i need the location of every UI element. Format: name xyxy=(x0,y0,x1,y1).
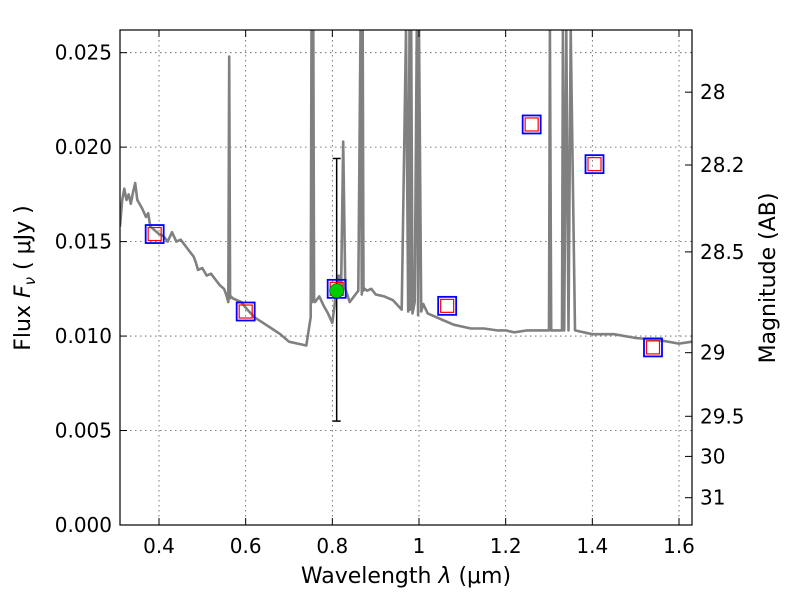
y2-tick-label: 28.2 xyxy=(700,153,745,177)
y2-tick-label: 28 xyxy=(700,80,725,104)
y-tick-label: 0.025 xyxy=(55,41,112,65)
y-tick-label: 0.005 xyxy=(55,419,112,443)
x-axis-label: Wavelength λ (μm) xyxy=(301,564,511,589)
y-axis-label: Flux Fν ( μJy ) xyxy=(11,205,39,350)
x-tick-label: 0.8 xyxy=(316,534,348,558)
x-tick-label: 1.6 xyxy=(663,534,695,558)
y-tick-label: 0.010 xyxy=(55,324,112,348)
x-tick-label: 1.2 xyxy=(490,534,522,558)
selected-band-point xyxy=(329,283,345,299)
x-tick-label: 0.6 xyxy=(230,534,262,558)
x-tick-label: 0.4 xyxy=(143,534,175,558)
y-tick-label: 0.020 xyxy=(55,135,112,159)
model-photometry-marker xyxy=(524,117,539,132)
model-photometry-marker xyxy=(238,304,253,319)
observed-photometry-marker xyxy=(521,114,542,135)
y2-tick-label: 31 xyxy=(700,486,725,510)
marker-layer xyxy=(144,114,663,422)
observed-photometry-marker xyxy=(437,295,458,316)
y-tick-label: 0.015 xyxy=(55,230,112,254)
y2-axis-label: Magnitude (AB) xyxy=(756,193,781,364)
x-tick-label: 1.4 xyxy=(576,534,608,558)
model-photometry-marker xyxy=(147,226,162,242)
model-photometry-marker xyxy=(440,298,455,313)
plot-frame xyxy=(119,29,693,526)
observed-photometry-marker xyxy=(144,224,165,244)
y-tick-label: 0.000 xyxy=(55,513,112,537)
observed-photometry-marker xyxy=(643,337,663,358)
y2-tick-label: 29 xyxy=(700,341,725,365)
y2-tick-label: 29.5 xyxy=(700,404,745,428)
model-photometry-marker xyxy=(645,340,661,355)
observed-photometry-marker xyxy=(235,301,256,322)
y2-tick-label: 28.5 xyxy=(700,240,745,264)
x-tick-label: 1 xyxy=(413,534,426,558)
y2-tick-label: 30 xyxy=(700,444,725,468)
model-photometry-marker xyxy=(587,157,602,172)
observed-photometry-marker xyxy=(584,154,605,175)
ticks: 0.4 0.6 0.8 1 1.2 1.4 1.6 0.000 0.005 0.010 0.015 0… xyxy=(55,30,745,558)
